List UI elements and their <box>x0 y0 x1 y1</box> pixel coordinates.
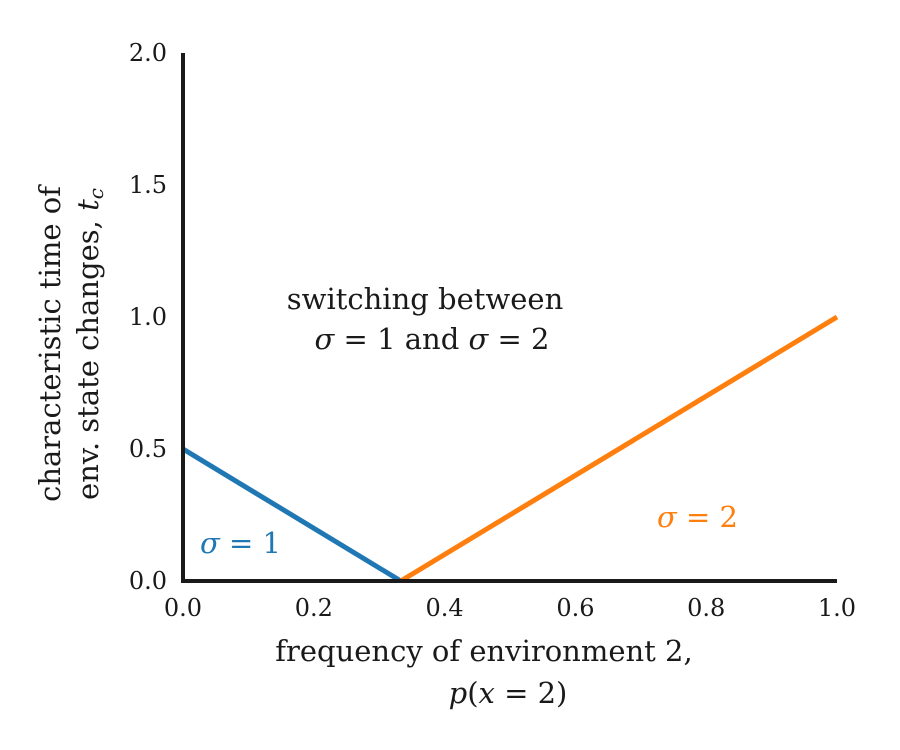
y-tick-label: 1.0 <box>129 303 167 331</box>
x-tick-label: 1.0 <box>818 594 856 622</box>
y-tick-label: 1.5 <box>129 171 167 199</box>
x-axis-label-line2: p(x = 2) <box>449 676 568 710</box>
x-tick-label: 0.0 <box>164 594 202 622</box>
tick-labels: 0.0 0.2 0.4 0.6 0.8 1.0 0.0 0.5 1.0 1.5 2.0 <box>129 39 856 622</box>
series-line-2 <box>399 314 839 584</box>
y-tick-label: 0.0 <box>129 567 167 595</box>
series-layer <box>181 314 839 584</box>
y-axis-label-line1: characteristic time of <box>33 184 67 502</box>
y-tick-label: 0.5 <box>129 435 167 463</box>
x-tick-label: 0.8 <box>687 594 725 622</box>
y-axis-label-line2: env. state changes, tc <box>71 188 108 500</box>
annotation-switching-line1: switching between <box>287 282 564 316</box>
annotation-sigma2: σ = 2 <box>657 500 738 534</box>
x-tick-label: 0.4 <box>426 594 464 622</box>
x-tick-label: 0.2 <box>295 594 333 622</box>
x-tick-label: 0.6 <box>556 594 594 622</box>
y-tick-label: 2.0 <box>129 39 167 67</box>
series-line-1 <box>181 446 403 584</box>
annotation-sigma1: σ = 1 <box>200 526 281 560</box>
annotation-switching-line2: σ = 1 and σ = 2 <box>315 322 550 356</box>
x-axis-label-line1: frequency of environment 2, <box>275 634 692 668</box>
